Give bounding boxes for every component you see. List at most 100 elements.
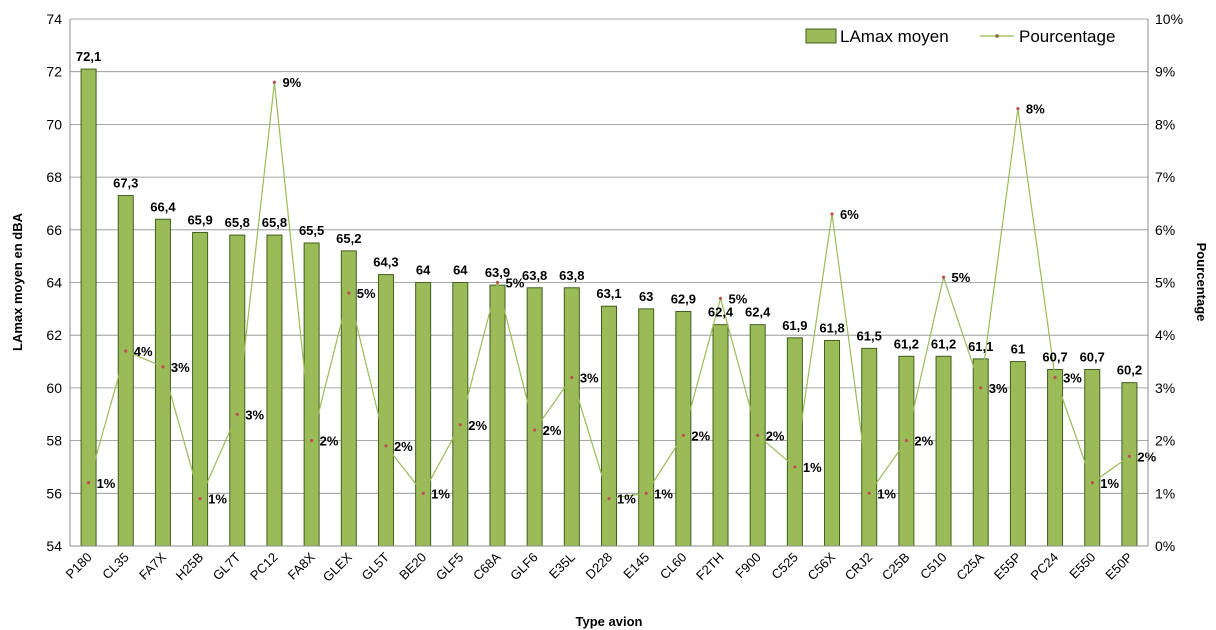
x-tick-label: C25A (953, 549, 987, 583)
line-data-label: 1% (1100, 476, 1119, 491)
line-data-label: 1% (877, 486, 896, 501)
x-tick-label: F2TH (693, 550, 727, 584)
line-point (124, 349, 128, 353)
y2-tick-label: 4% (1155, 327, 1175, 343)
y-tick-label: 56 (46, 485, 62, 501)
bar (1047, 368, 1064, 547)
y2-axis-title: Pourcentage (1194, 243, 1209, 322)
line-data-label: 4% (134, 344, 153, 359)
line-data-label: 2% (914, 434, 933, 449)
y-tick-label: 58 (46, 433, 62, 449)
bar (377, 274, 394, 547)
bar (935, 355, 952, 547)
line-data-label: 1% (654, 486, 673, 501)
line-data-label: 6% (840, 207, 859, 222)
y2-tick-label: 0% (1155, 538, 1175, 554)
bar-data-label: 60,7 (1080, 349, 1105, 364)
bar-data-label: 65,8 (225, 215, 250, 230)
line-data-label: 1% (208, 492, 227, 507)
x-tick-label: PC12 (247, 550, 281, 584)
x-tick-label: GLF6 (507, 550, 541, 584)
bar-data-label: 65,8 (262, 215, 287, 230)
x-tick-label: C525 (768, 550, 801, 583)
bar (861, 347, 878, 547)
line-point (1127, 454, 1132, 459)
legend: LAmax moyen Pourcentage (805, 27, 1115, 46)
bar (1084, 368, 1101, 547)
bar-data-label: 63,9 (485, 265, 510, 280)
y2-tick-label: 2% (1155, 433, 1175, 449)
line-series (86, 80, 1132, 501)
x-tick-label: H25B (173, 550, 207, 584)
y-axis-title: LAmax moyen en dBA (10, 212, 25, 351)
bar-data-label: 72,1 (76, 49, 101, 64)
line-data-label: 2% (468, 418, 487, 433)
legend-bar-label: LAmax moyen (840, 27, 949, 46)
line-point (533, 428, 537, 432)
line-point (756, 433, 760, 437)
line-point (198, 496, 202, 501)
x-tick-label: C510 (917, 550, 950, 583)
line-point (458, 423, 462, 427)
line-data-label: 2% (394, 439, 413, 454)
bar-data-label: 62,9 (671, 291, 696, 306)
y-tick-label: 64 (46, 275, 62, 291)
bar-data-label: 60,2 (1117, 363, 1142, 378)
bar-data-label: 61,9 (782, 318, 807, 333)
y2-tick-label: 6% (1155, 222, 1175, 238)
line-data-label: 3% (1063, 370, 1082, 385)
y2-tick-label: 9% (1155, 64, 1175, 80)
x-tick-label: GL7T (210, 549, 244, 583)
y2-tick-label: 8% (1155, 116, 1175, 132)
line-point (941, 275, 946, 279)
legend-bar-swatch (805, 28, 837, 44)
bar-data-label: 65,2 (336, 231, 361, 246)
x-tick-label: PC24 (1028, 550, 1062, 584)
line-point (681, 433, 685, 437)
line-point (607, 496, 611, 501)
x-tick-label: FA8X (285, 549, 318, 582)
bar-data-label: 67,3 (113, 176, 138, 191)
bar (675, 310, 692, 547)
y-tick-label: 68 (46, 169, 62, 185)
line-point (904, 439, 908, 443)
line-point (384, 444, 388, 448)
x-tick-label: E145 (620, 550, 652, 582)
y2-tick-label: 10% (1155, 11, 1183, 27)
x-tick-label: GLF5 (433, 550, 467, 584)
bar-data-label: 61,8 (819, 320, 844, 335)
x-tick-label: E550 (1066, 550, 1098, 582)
line-data-label: 2% (691, 428, 710, 443)
line-point (1053, 375, 1057, 379)
y2-tick-label: 7% (1155, 169, 1175, 185)
bar (526, 287, 543, 547)
bar-data-label: 61 (1011, 342, 1025, 357)
line-data-label: 1% (431, 486, 450, 501)
line-point (867, 491, 871, 495)
line-point (830, 212, 834, 216)
x-tick-label: GLEX (320, 549, 355, 584)
y-tick-label: 74 (46, 11, 62, 27)
bar (80, 68, 97, 547)
bar-data-label: 62,4 (745, 305, 771, 320)
line-data-label: 3% (245, 407, 264, 422)
bar-data-label: 65,9 (187, 212, 212, 227)
y2-tick-label: 5% (1155, 275, 1175, 291)
x-tick-label: CRJ2 (842, 550, 876, 584)
bar (712, 324, 729, 547)
line-data-label: 2% (766, 428, 785, 443)
bar-data-label: 65,5 (299, 223, 324, 238)
line-point (1016, 106, 1020, 111)
line-point (1090, 481, 1094, 485)
line-point (979, 386, 983, 390)
x-tick-label: F900 (732, 550, 764, 582)
bar (601, 305, 617, 547)
bar-data-label: 61,5 (857, 328, 882, 343)
bar-data-label: 64 (453, 263, 468, 278)
line-data-label: 1% (803, 460, 822, 475)
y-tick-label: 66 (46, 222, 62, 238)
bar-data-label: 63,8 (559, 268, 584, 283)
line-point (570, 375, 574, 379)
line-data-label: 2% (1137, 449, 1156, 464)
bar-data-label: 60,7 (1042, 349, 1067, 364)
